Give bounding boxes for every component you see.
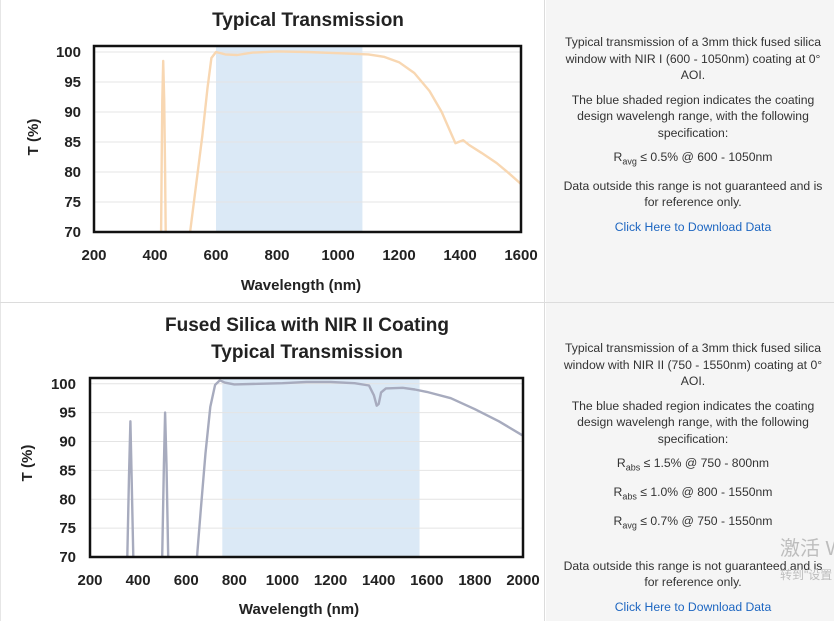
y-tick-label: 70 xyxy=(59,549,76,566)
disclaimer-text: Data outside this range is not guarantee… xyxy=(563,178,823,210)
x-tick-label: 600 xyxy=(174,572,199,589)
y-tick-label: 90 xyxy=(59,434,76,451)
shaded-region-note: The blue shaded region indicates the coa… xyxy=(571,398,815,446)
transmission-curve xyxy=(126,420,135,558)
x-tick-label: 200 xyxy=(77,572,102,589)
shaded-region-note: The blue shaded region indicates the coa… xyxy=(571,92,815,140)
spec-line: Ravg ≤ 0.7% @ 750 - 1550nm xyxy=(613,513,773,531)
chart-cell: 200 400 600 800 1000 1200 1400 1600 70 75 80 85 90 95… xyxy=(0,0,545,302)
x-tick-label: 1000 xyxy=(266,572,299,589)
coating-range-shade xyxy=(216,46,363,232)
x-tick-label: 1400 xyxy=(443,247,476,264)
spec-line: Ravg ≤ 0.5% @ 600 - 1050nm xyxy=(613,150,773,167)
x-tick-label: 400 xyxy=(142,247,167,264)
info-text-block: Typical transmission of a 3mm thick fuse… xyxy=(560,34,826,235)
x-axis-label: Wavelength (nm) xyxy=(239,601,359,618)
y-tick-label: 75 xyxy=(59,520,76,537)
info-panel: Typical transmission of a 3mm thick fuse… xyxy=(546,303,834,621)
transmission-chart-nir-2: 200 400 600 800 1000 1200 1400 1600 1800 2000 70 75… xyxy=(19,315,540,618)
download-data-link[interactable]: Click Here to Download Data xyxy=(614,219,772,234)
coating-range-shade xyxy=(222,378,420,557)
disclaimer-text: Data outside this range is not guarantee… xyxy=(563,558,823,590)
x-axis-label: Wavelength (nm) xyxy=(241,277,361,294)
download-data-link[interactable]: Click Here to Download Data xyxy=(614,599,772,614)
activation-watermark: 激活 W xyxy=(780,538,834,560)
x-tick-label: 1600 xyxy=(410,572,443,589)
y-tick-label: 100 xyxy=(51,376,76,393)
plot-frame xyxy=(88,376,525,559)
y-tick-label: 85 xyxy=(64,134,81,151)
x-tick-label: 1200 xyxy=(314,572,347,589)
activation-watermark-subtext: 转到"设置 xyxy=(780,568,833,582)
y-tick-label: 70 xyxy=(64,224,81,241)
plot-layer: 200 400 600 800 1000 1200 1400 1600 70 75 80 85 90 95… xyxy=(56,44,538,264)
info-text-block: Typical transmission of a 3mm thick fuse… xyxy=(560,340,826,615)
x-tick-label: 2000 xyxy=(506,572,539,589)
transmission-chart-nir-1: 200 400 600 800 1000 1200 1400 1600 70 75 80 85 90 95… xyxy=(25,10,538,294)
x-tick-label: 600 xyxy=(203,247,228,264)
x-tick-label: 800 xyxy=(222,572,247,589)
plot-frame xyxy=(92,44,523,234)
y-tick-label: 80 xyxy=(59,491,76,508)
x-tick-label: 1400 xyxy=(362,572,395,589)
x-tick-label: 400 xyxy=(126,572,151,589)
x-tick-label: 200 xyxy=(81,247,106,264)
transmission-curve xyxy=(195,379,524,558)
chart-title: Typical Transmission xyxy=(212,10,404,31)
chart-row-nir-1: 200 400 600 800 1000 1200 1400 1600 70 75 80 85 90 95… xyxy=(0,0,834,303)
x-tick-label: 1000 xyxy=(321,247,354,264)
y-axis-label: T (%) xyxy=(25,119,42,156)
plot-layer: 200 400 600 800 1000 1200 1400 1600 1800 2000 70 75… xyxy=(51,376,540,589)
x-tick-label: 800 xyxy=(264,247,289,264)
description-text: Typical transmission of a 3mm thick fuse… xyxy=(563,341,823,388)
x-tick-label: 1800 xyxy=(458,572,491,589)
chart-cell: 200 400 600 800 1000 1200 1400 1600 1800 2000 70 75… xyxy=(0,303,545,621)
y-tick-label: 90 xyxy=(64,104,81,121)
transmission-curve xyxy=(161,411,170,558)
y-tick-label: 95 xyxy=(64,74,81,91)
x-tick-label: 1600 xyxy=(504,247,537,264)
x-tick-label: 1200 xyxy=(382,247,415,264)
chart-row-nir-2: 200 400 600 800 1000 1200 1400 1600 1800 2000 70 75… xyxy=(0,303,834,621)
description-text: Typical transmission of a 3mm thick fuse… xyxy=(564,35,822,82)
spec-line: Rabs ≤ 1.5% @ 750 - 800nm xyxy=(616,456,770,473)
chart-title-line-2: Typical Transmission xyxy=(211,342,403,363)
spec-line: Rabs ≤ 1.0% @ 800 - 1550nm xyxy=(613,484,773,502)
y-axis-label: T (%) xyxy=(19,445,36,482)
transmission-curve xyxy=(159,59,167,233)
y-tick-label: 80 xyxy=(64,164,81,181)
y-tick-label: 75 xyxy=(64,194,81,211)
y-tick-label: 85 xyxy=(59,462,76,479)
info-panel: Typical transmission of a 3mm thick fuse… xyxy=(546,0,834,302)
chart-title-line-1: Fused Silica with NIR II Coating xyxy=(165,315,449,336)
transmission-curve xyxy=(188,50,522,233)
y-tick-label: 95 xyxy=(59,405,76,422)
y-tick-label: 100 xyxy=(56,44,81,61)
